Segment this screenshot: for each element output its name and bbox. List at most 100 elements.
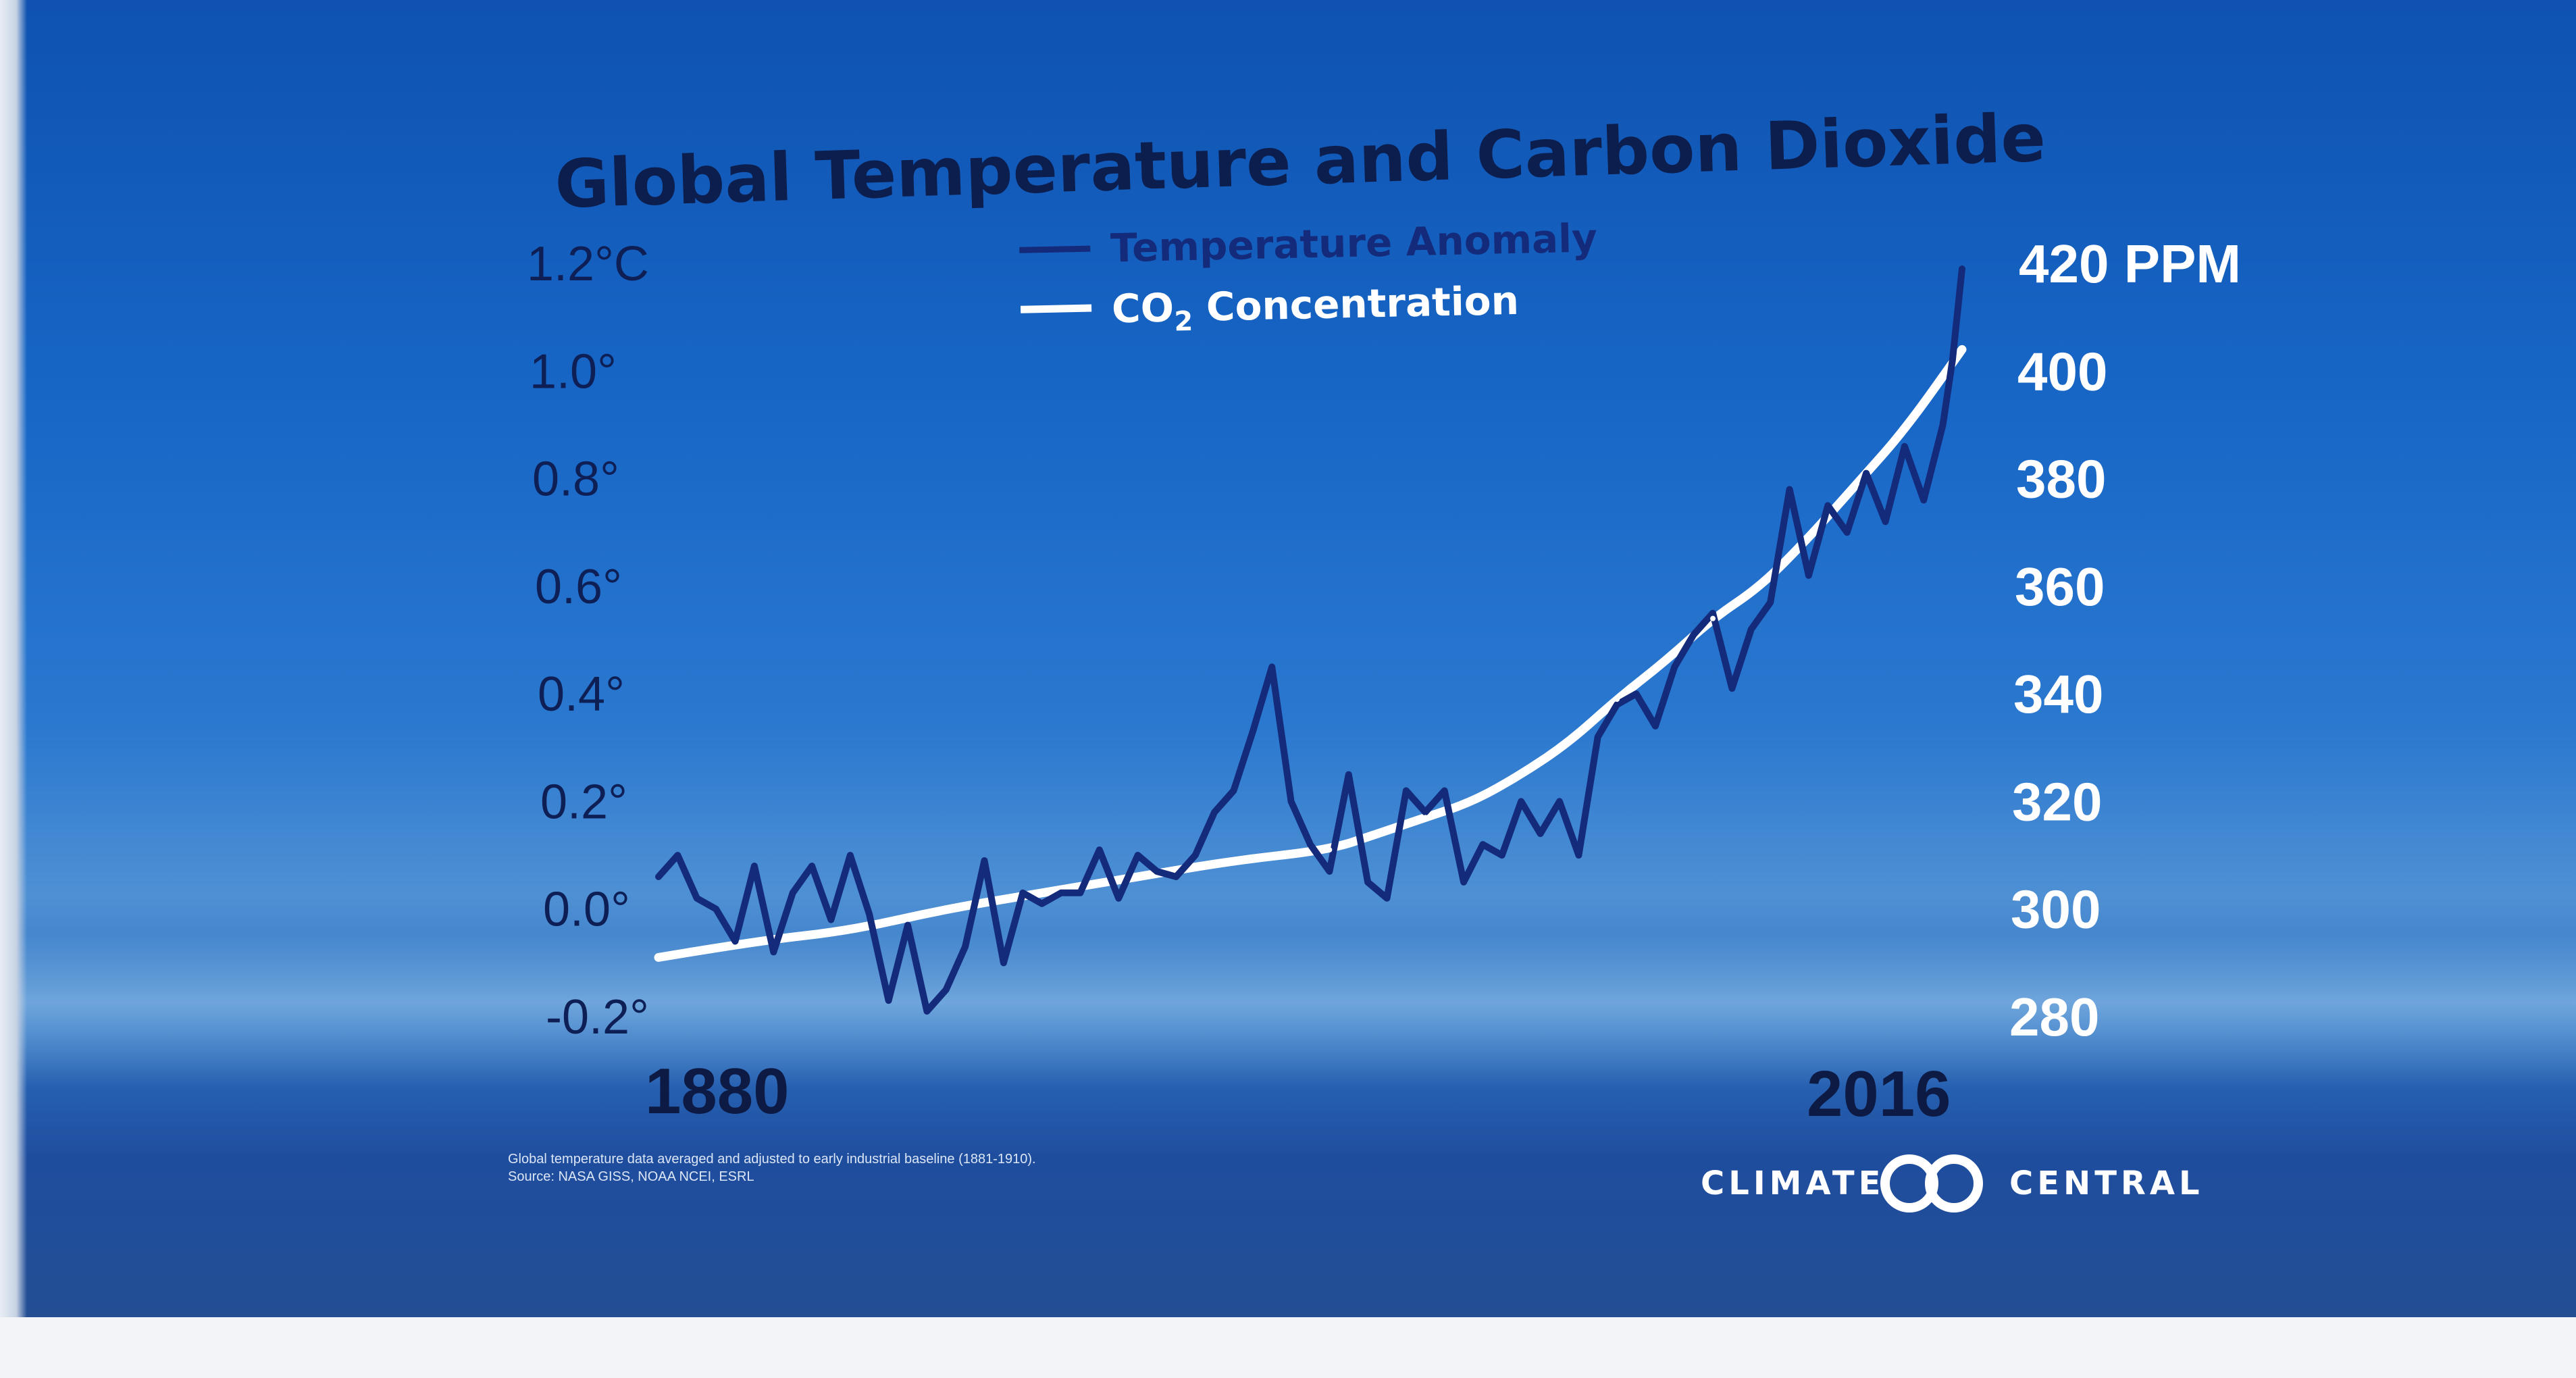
left-axis: -0.2° 0.0° 0.2° 0.4° 0.6° 0.8° 1.0° 1.2°C bbox=[527, 237, 649, 1044]
co2-point bbox=[1901, 427, 1907, 433]
climate-central-logo: CLIMATE CENTRAL bbox=[1701, 1154, 2204, 1213]
co2-point bbox=[1566, 739, 1572, 745]
temperature-point bbox=[1787, 487, 1792, 492]
temperature-point bbox=[1672, 665, 1677, 669]
temperature-point bbox=[1308, 842, 1312, 847]
co2-point bbox=[943, 906, 949, 912]
right-tick-label: 280 bbox=[2009, 987, 2099, 1047]
temperature-point bbox=[1499, 853, 1504, 858]
left-tick-label: 0.8° bbox=[532, 453, 619, 507]
temperature-point bbox=[1806, 573, 1811, 578]
temperature-point bbox=[1366, 879, 1370, 884]
temperature-point bbox=[1250, 729, 1255, 734]
co2-point bbox=[1422, 815, 1428, 821]
co2-point bbox=[1805, 535, 1811, 541]
temperature-point bbox=[1615, 703, 1620, 707]
footnote-source: Source: NASA GISS, NOAA NCEI, ESRL bbox=[508, 1169, 754, 1184]
temperature-point bbox=[1922, 498, 1926, 503]
temperature-point bbox=[1231, 788, 1236, 793]
temperature-point bbox=[1442, 788, 1447, 793]
temperature-point bbox=[1940, 422, 1945, 427]
temperature-point bbox=[771, 950, 776, 954]
temperature-point bbox=[1902, 444, 1907, 449]
co2-point bbox=[1374, 831, 1381, 837]
temperature-point bbox=[1711, 611, 1716, 615]
temperature-point bbox=[886, 998, 891, 1003]
temperature-point bbox=[1154, 869, 1159, 873]
co2-point bbox=[656, 954, 661, 961]
logo-circle-right-icon bbox=[1925, 1154, 1983, 1213]
temperature-point bbox=[1174, 874, 1179, 879]
temperature-point bbox=[1001, 961, 1006, 965]
temperature-point bbox=[1078, 890, 1083, 895]
temperature-point bbox=[1135, 853, 1140, 858]
data-points bbox=[656, 266, 1965, 1014]
temperature-point bbox=[810, 864, 815, 868]
temperature-point bbox=[944, 988, 948, 992]
left-tick-label: 0.0° bbox=[543, 883, 630, 937]
temperature-point bbox=[1576, 853, 1581, 858]
temperature-point bbox=[675, 853, 680, 858]
temperature-point bbox=[656, 874, 661, 879]
co2-point bbox=[1662, 659, 1668, 665]
right-tick-label: 400 bbox=[2017, 341, 2107, 401]
temperature-point bbox=[1864, 471, 1869, 476]
temperature-point bbox=[1212, 810, 1217, 815]
temperature-point bbox=[752, 864, 756, 868]
right-tick-label: 420 PPM bbox=[2019, 234, 2241, 294]
right-tick-label: 300 bbox=[2011, 879, 2101, 940]
temperature-point bbox=[1270, 665, 1274, 669]
legend-swatch-temperature bbox=[1019, 245, 1091, 253]
temperature-point bbox=[1519, 799, 1524, 804]
temperature-point bbox=[1480, 842, 1485, 847]
footnote-baseline: Global temperature data averaged and adj… bbox=[508, 1152, 1036, 1167]
projection-screen bbox=[0, 0, 2576, 1317]
brand-central: CENTRAL bbox=[2009, 1165, 2204, 1202]
co2-point bbox=[751, 938, 757, 944]
screen-edge bbox=[0, 0, 27, 1317]
co2-point bbox=[1710, 615, 1716, 621]
right-tick-label: 380 bbox=[2016, 449, 2106, 509]
temperature-point bbox=[1116, 896, 1121, 900]
temperature-point bbox=[1730, 686, 1734, 691]
temperature-point bbox=[1538, 832, 1543, 836]
temperature-point bbox=[982, 859, 987, 863]
temperature-point bbox=[829, 917, 833, 922]
temperature-point bbox=[1346, 772, 1351, 777]
temperature-point bbox=[1289, 799, 1293, 804]
right-tick-label: 360 bbox=[2015, 557, 2105, 617]
temperature-point bbox=[714, 907, 719, 911]
temperature-point bbox=[1403, 788, 1408, 793]
x-label-start: 1880 bbox=[645, 1055, 790, 1127]
left-tick-label: 0.4° bbox=[538, 667, 625, 721]
temperature-point bbox=[1634, 692, 1639, 696]
co2-point bbox=[1326, 847, 1333, 853]
right-tick-label: 320 bbox=[2012, 771, 2102, 832]
temperature-point bbox=[963, 944, 968, 949]
temperature-point bbox=[790, 890, 795, 895]
temperature-point bbox=[1691, 632, 1696, 637]
temperature-point bbox=[1768, 600, 1773, 605]
legend-label-temperature: Temperature Anomaly bbox=[1110, 215, 1598, 271]
temperature-point bbox=[733, 939, 738, 944]
legend-label-co2: CO2 Concentration bbox=[1111, 278, 1519, 339]
brand-climate: CLIMATE bbox=[1701, 1165, 1884, 1202]
temperature-point bbox=[1462, 879, 1466, 884]
temperature-point bbox=[1845, 530, 1849, 535]
temperature-point bbox=[1557, 799, 1562, 804]
temperature-point bbox=[1021, 890, 1025, 895]
co2-point bbox=[1959, 347, 1965, 353]
x-label-end: 2016 bbox=[1807, 1058, 1951, 1130]
temperature-point bbox=[1327, 869, 1332, 873]
temperature-point bbox=[867, 912, 872, 917]
co2-point bbox=[1470, 798, 1476, 805]
temperature-point bbox=[1826, 503, 1830, 508]
legend: Temperature Anomaly CO2 Concentration bbox=[1019, 215, 1598, 339]
temperature-point bbox=[1039, 901, 1044, 906]
co2-point bbox=[1135, 873, 1141, 879]
temperature-point bbox=[1883, 519, 1888, 524]
right-tick-label: 340 bbox=[2013, 664, 2103, 724]
co2-point bbox=[1039, 890, 1045, 896]
left-tick-label: 1.2°C bbox=[527, 237, 649, 291]
